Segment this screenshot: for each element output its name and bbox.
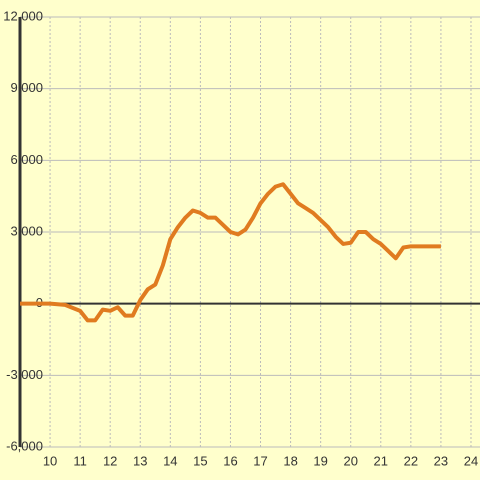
y-tick-label: 12,000 (3, 8, 43, 23)
x-tick-label: 14 (163, 453, 177, 468)
x-tick-label: 19 (313, 453, 327, 468)
x-tick-label: 24 (464, 453, 478, 468)
y-tick-label: -6,000 (6, 438, 43, 453)
x-tick-label: 15 (193, 453, 207, 468)
y-tick-label: 3,000 (10, 223, 43, 238)
x-tick-label: 11 (73, 453, 87, 468)
x-tick-label: 23 (434, 453, 448, 468)
x-tick-label: 12 (103, 453, 117, 468)
x-tick-label: 18 (283, 453, 297, 468)
x-tick-label: 16 (223, 453, 237, 468)
y-tick-label: -3,000 (6, 367, 43, 382)
y-tick-label: 9,000 (10, 80, 43, 95)
data-line (20, 182, 441, 323)
x-tick-label: 20 (343, 453, 357, 468)
x-tick-label: 22 (404, 453, 418, 468)
x-tick-label: 10 (43, 453, 57, 468)
y-tick-label: 6,000 (10, 152, 43, 167)
x-tick-label: 21 (374, 453, 388, 468)
x-tick-label: 13 (133, 453, 147, 468)
x-tick-label: 17 (253, 453, 267, 468)
